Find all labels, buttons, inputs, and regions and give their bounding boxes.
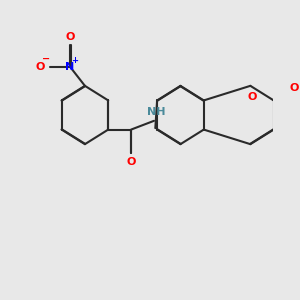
Text: −: − bbox=[42, 54, 50, 64]
Text: O: O bbox=[289, 83, 298, 93]
Text: O: O bbox=[36, 62, 45, 72]
Text: O: O bbox=[247, 92, 256, 102]
Text: O: O bbox=[126, 157, 136, 167]
Text: +: + bbox=[71, 56, 78, 65]
Text: O: O bbox=[65, 32, 75, 42]
Text: N: N bbox=[65, 62, 75, 72]
Text: NH: NH bbox=[147, 107, 166, 117]
